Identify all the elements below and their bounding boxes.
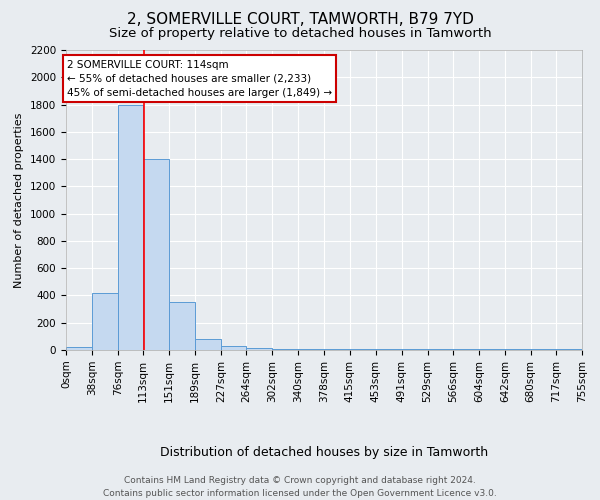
Y-axis label: Number of detached properties: Number of detached properties (14, 112, 25, 288)
Bar (272, 348, 298, 350)
Bar (247, 348, 272, 350)
Bar (428, 348, 453, 350)
Bar (325, 348, 350, 350)
Bar (298, 348, 325, 350)
Bar (92, 292, 118, 350)
Bar (221, 346, 247, 350)
Bar (401, 348, 428, 350)
Text: Distribution of detached houses by size in Tamworth: Distribution of detached houses by size … (160, 446, 488, 459)
Text: 2, SOMERVILLE COURT, TAMWORTH, B79 7YD: 2, SOMERVILLE COURT, TAMWORTH, B79 7YD (127, 12, 473, 28)
Bar (118, 104, 143, 350)
Bar (143, 159, 169, 350)
Bar (66, 348, 92, 350)
Bar (169, 302, 195, 350)
Text: Contains HM Land Registry data © Crown copyright and database right 2024.
Contai: Contains HM Land Registry data © Crown c… (103, 476, 497, 498)
Text: Size of property relative to detached houses in Tamworth: Size of property relative to detached ho… (109, 28, 491, 40)
Text: 2 SOMERVILLE COURT: 114sqm
← 55% of detached houses are smaller (2,233)
45% of s: 2 SOMERVILLE COURT: 114sqm ← 55% of deta… (67, 60, 332, 98)
Bar (195, 339, 221, 350)
Bar (350, 348, 376, 350)
Bar (376, 348, 401, 350)
